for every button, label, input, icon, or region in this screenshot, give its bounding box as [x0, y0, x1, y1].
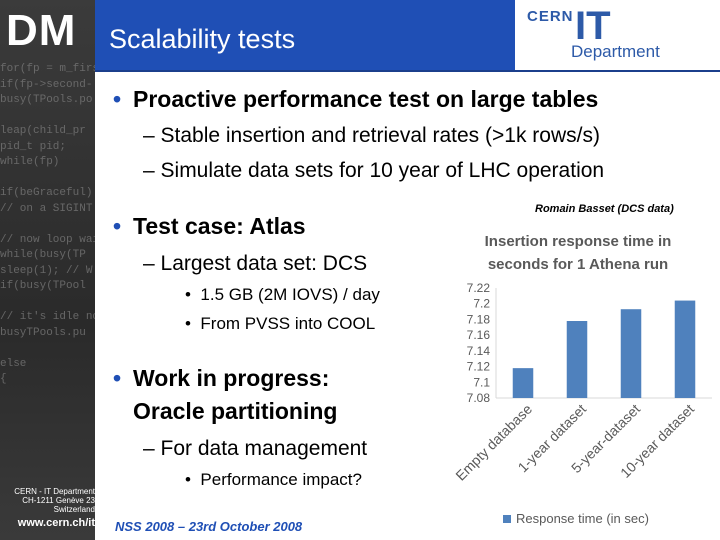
bullet-text: Performance impact?	[200, 470, 362, 489]
cern-logo-text: CERN	[527, 8, 574, 25]
code-line	[0, 341, 95, 357]
code-line: // on a SIGINT	[0, 202, 93, 215]
bullet-text: From PVSS into COOL	[200, 314, 376, 333]
chart-title-line: Insertion response time in	[485, 233, 672, 250]
y-tick-label: 7.16	[467, 328, 491, 342]
code-line	[0, 109, 95, 125]
cern-it-logo: CERN IT Department	[515, 0, 720, 70]
code-line: busyTPools.pu	[0, 326, 86, 339]
insertion-time-chart: Insertion response time in seconds for 1…	[452, 233, 712, 526]
cern-address-line: Switzerland	[53, 505, 95, 514]
code-background: for(fp = m_first if(fp->second-busy(TPool…	[0, 62, 95, 462]
code-line: sleep(1); // W	[0, 264, 93, 277]
bar	[512, 368, 534, 398]
sub-bullet-largest: – Largest data set: DCS	[143, 252, 368, 275]
y-tick-label: 7.22	[467, 281, 491, 295]
code-line: pid_t pid;	[0, 140, 67, 153]
sub-sub-bullet-pvss: • From PVSS into COOL	[185, 314, 376, 333]
code-line: // now loop wait	[0, 233, 95, 246]
code-line: if(busy(TPool	[0, 280, 86, 292]
code-line: if(beGraceful)	[0, 187, 93, 199]
bullet-wip-line2: Oracle partitioning	[133, 398, 338, 424]
page-title: Scalability tests	[109, 24, 296, 54]
y-tick-label: 7.2	[473, 297, 490, 311]
bullet-proactive: • Proactive performance test on large tab…	[113, 86, 599, 112]
sub-sub-bullet-perf: • Performance impact?	[185, 470, 362, 489]
code-line: for(fp = m_first	[0, 63, 95, 75]
code-line: leap(child_pr	[0, 125, 86, 137]
bullet-wip: • Work in progress:	[113, 365, 330, 391]
bullet-text: Largest data set: DCS	[160, 252, 368, 275]
code-line: else	[0, 357, 27, 370]
footer-date: NSS 2008 – 23rd October 2008	[115, 519, 303, 534]
code-line	[0, 295, 95, 311]
bar	[620, 309, 642, 398]
bullet-text: Simulate data sets for 10 year of LHC op…	[160, 159, 605, 182]
sidebar-decoration: for(fp = m_first if(fp->second-busy(TPool…	[0, 0, 95, 540]
code-line: while(busy(TP	[0, 249, 86, 261]
bullet-text: 1.5 GB (2M IOVS) / day	[200, 285, 380, 304]
chart-title-line: seconds for 1 Athena run	[488, 256, 668, 273]
cern-address-line: CERN - IT Department	[14, 487, 95, 496]
bullet-text: For data management	[160, 437, 368, 460]
code-line: if(fp->second-	[0, 78, 93, 91]
bullet-text: Work in progress:	[133, 365, 330, 391]
sub-sub-bullet-gb: • 1.5 GB (2M IOVS) / day	[185, 285, 380, 304]
sub-bullet-stable: – Stable insertion and retrieval rates (…	[143, 124, 600, 147]
code-line: // it's idle no	[0, 311, 95, 323]
code-line	[0, 171, 95, 187]
slide-header: Scalability tests CERN IT Department	[95, 0, 720, 72]
code-line: busy(TPools.po	[0, 94, 93, 106]
sub-bullet-fordata: – For data management	[143, 437, 368, 460]
code-line	[0, 388, 95, 404]
y-tick-label: 7.18	[467, 312, 491, 326]
department-logo-text: Department	[571, 42, 660, 61]
y-tick-label: 7.12	[467, 360, 491, 374]
cern-address: CERN - IT Department CH-1211 Genève 23 S…	[0, 487, 95, 514]
cern-address-line: CH-1211 Genève 23	[22, 496, 95, 505]
legend-swatch	[503, 515, 511, 523]
code-line	[0, 217, 95, 233]
dm-logo: DM	[6, 6, 77, 55]
bullet-text: Test case: Atlas	[133, 213, 306, 239]
code-line: {	[0, 373, 7, 385]
bullet-text: Stable insertion and retrieval rates (>1…	[160, 124, 600, 147]
bullet-text: Proactive performance test on large tabl…	[133, 86, 599, 112]
legend-label: Response time (in sec)	[516, 511, 649, 526]
cern-url-link[interactable]: www.cern.ch/it	[17, 517, 95, 529]
bar	[674, 300, 696, 398]
it-logo-text: IT	[575, 4, 611, 48]
sub-bullet-simulate: – Simulate data sets for 10 year of LHC …	[143, 159, 605, 182]
bar	[566, 321, 588, 398]
y-tick-label: 7.1	[473, 375, 490, 389]
code-line: while(fp)	[0, 156, 60, 168]
slide-content: • Proactive performance test on large tab…	[95, 70, 720, 540]
y-tick-label: 7.08	[467, 391, 491, 405]
chart-credit: Romain Basset (DCS data)	[535, 203, 674, 215]
y-tick-label: 7.14	[467, 344, 491, 358]
bullet-testcase: • Test case: Atlas	[113, 213, 306, 239]
